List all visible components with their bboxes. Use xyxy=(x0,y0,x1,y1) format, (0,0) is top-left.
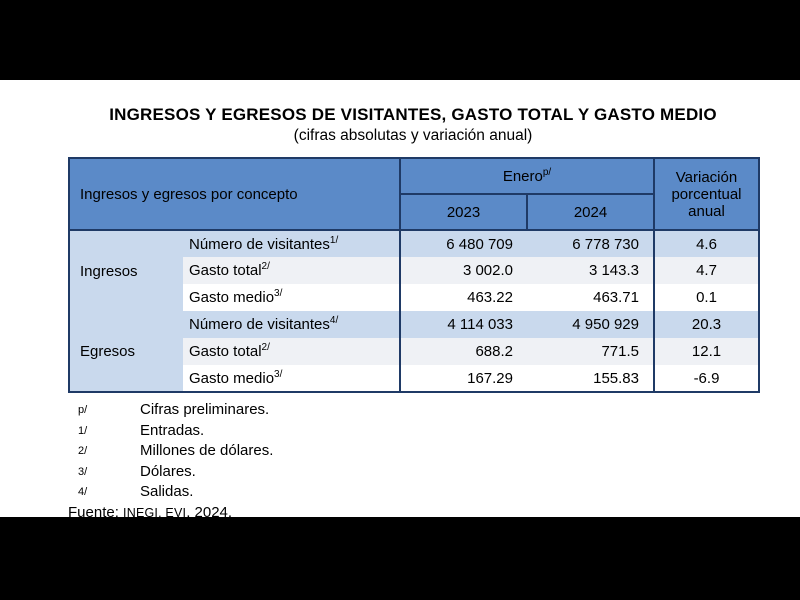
group-label-egresos: Egresos xyxy=(69,311,183,392)
footnote-marker: 4/ xyxy=(78,486,88,498)
source-line: Fuente: INEGI. EVI, 2024. xyxy=(68,503,758,523)
concept-label: Número de visitantes4/ xyxy=(183,311,401,338)
concept-label: Gasto total2/ xyxy=(183,338,401,365)
footnote-marker: 2/ xyxy=(78,445,88,457)
footnote-text: Millones de dólares. xyxy=(140,442,274,459)
value-2024: 3 143.3 xyxy=(527,257,655,284)
value-variation: 12.1 xyxy=(654,338,759,365)
table-row: Gasto medio3/ 167.29 155.83 -6.9 xyxy=(69,365,759,392)
table-row: Gasto medio3/ 463.22 463.71 0.1 xyxy=(69,284,759,311)
concept-label: Gasto medio3/ xyxy=(183,365,401,392)
header-year-2023: 2023 xyxy=(399,193,528,231)
footnote-entradas: 1/ Entradas. xyxy=(68,421,758,442)
header-year-2024: 2024 xyxy=(526,193,655,231)
source-prefix: Fuente: xyxy=(68,503,124,521)
concept-superscript: 1/ xyxy=(329,234,339,246)
header-period: Enerop/ xyxy=(399,157,655,195)
group-label-ingresos: Ingresos xyxy=(69,230,183,311)
source-year: , 2024. xyxy=(186,503,233,521)
value-variation: 4.7 xyxy=(654,257,759,284)
value-2024: 4 950 929 xyxy=(527,311,655,338)
value-2023: 167.29 xyxy=(400,365,527,392)
value-variation: 4.6 xyxy=(654,230,759,257)
table-header: Ingresos y egresos por concepto Enerop/ … xyxy=(68,157,760,231)
header-concept: Ingresos y egresos por concepto xyxy=(68,157,401,231)
footnote-text: Entradas. xyxy=(140,421,205,439)
footnote-marker: 1/ xyxy=(78,424,88,437)
concept-label: Número de visitantes1/ xyxy=(183,230,401,257)
concept-superscript: 3/ xyxy=(274,288,283,299)
page-subtitle: (cifras absolutas y variación anual) xyxy=(293,127,533,144)
statistics-table: Ingresos y egresos por concepto Enerop/ … xyxy=(68,157,760,393)
footnote-marker: p/ xyxy=(78,404,88,416)
period-superscript: p/ xyxy=(542,166,552,178)
table-row: Ingresos Número de visitantes1/ 6 480 70… xyxy=(69,230,759,311)
footnote-dolares: 3/ Dólares. xyxy=(68,462,758,483)
concept-superscript: 2/ xyxy=(261,261,270,272)
footnote-text: Dólares. xyxy=(140,462,196,480)
value-variation: 20.3 xyxy=(654,311,759,338)
concept-superscript: 3/ xyxy=(274,368,283,380)
table-row: Gasto total2/ 688.2 771.5 12.1 xyxy=(69,338,759,365)
value-variation: 0.1 xyxy=(654,284,759,311)
concept-label: Gasto medio3/ xyxy=(183,284,401,311)
table-body: Ingresos Número de visitantes1/ 6 480 70… xyxy=(69,230,759,392)
footnote-marker: 3/ xyxy=(78,465,88,478)
table-row: Gasto total2/ 3 002.0 3 143.3 4.7 xyxy=(69,257,759,284)
slide-area: INGRESOS Y EGRESOS DE VISITANTES, GASTO … xyxy=(0,80,800,521)
concept-superscript: 2/ xyxy=(261,342,270,353)
value-2024: 6 778 730 xyxy=(527,230,655,257)
value-2024: 771.5 xyxy=(527,338,655,365)
concept-superscript: 4/ xyxy=(329,315,339,326)
header-variation: Variación porcentual anual xyxy=(653,157,760,231)
footnotes-block: p/ Cifras preliminares. 1/ Entradas. 2/ … xyxy=(68,400,758,523)
value-variation: -6.9 xyxy=(654,365,759,392)
footnote-text: Salidas. xyxy=(140,483,194,500)
table-row: Egresos Número de visitantes4/ 4 114 033… xyxy=(69,311,759,392)
value-2023: 4 114 033 xyxy=(400,311,527,338)
footnote-preliminary: p/ Cifras preliminares. xyxy=(68,400,758,421)
value-2023: 463.22 xyxy=(400,284,527,311)
value-2024: 463.71 xyxy=(527,284,655,311)
content-area: INGRESOS Y EGRESOS DE VISITANTES, GASTO … xyxy=(68,80,760,523)
value-2024: 155.83 xyxy=(527,365,655,392)
footnote-text: Cifras preliminares. xyxy=(140,401,270,418)
page-title: INGRESOS Y EGRESOS DE VISITANTES, GASTO … xyxy=(109,105,717,124)
concept-label: Gasto total2/ xyxy=(183,257,401,284)
value-2023: 688.2 xyxy=(400,338,527,365)
footnote-millones: 2/ Millones de dólares. xyxy=(68,441,758,462)
source-org: INEGI. EVI xyxy=(123,505,187,520)
value-2023: 6 480 709 xyxy=(400,230,527,257)
footnote-salidas: 4/ Salidas. xyxy=(68,482,758,503)
value-2023: 3 002.0 xyxy=(400,257,527,284)
